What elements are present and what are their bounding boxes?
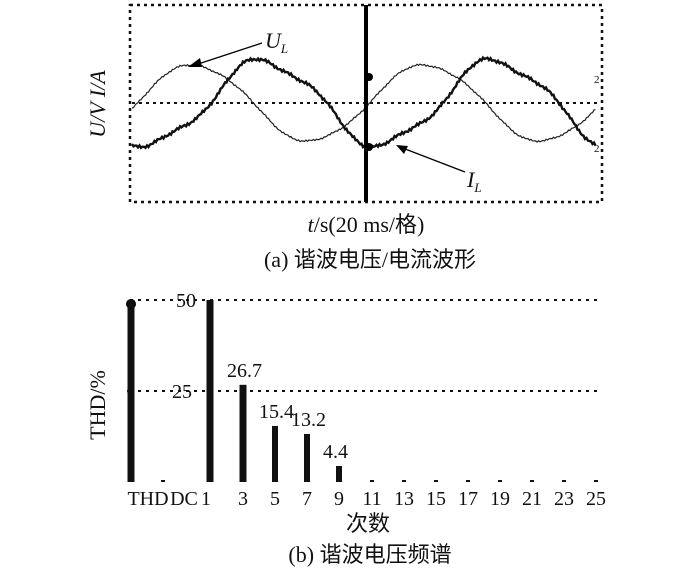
panel-b-xlabel: 次数 [346, 511, 390, 536]
xtick-dc: DC [170, 488, 198, 510]
xtick-7: 7 [302, 488, 312, 510]
ytick-25: 25 [172, 381, 192, 403]
data-label-3: 26.7 [227, 360, 262, 382]
bar-3 [239, 384, 247, 482]
bar-thd [127, 300, 135, 482]
panel-b: 50 25 THD DC 1 3 5 7 9 11 13 15 17 19 21 23 25 26.715.… [85, 290, 606, 567]
bar-11 [370, 480, 374, 482]
il-waveform [130, 55, 597, 151]
xtick-19: 19 [490, 488, 510, 510]
xtick-9: 9 [334, 488, 344, 510]
panel-a-ylabel: U/V I/A [85, 70, 110, 138]
bar-15 [434, 480, 438, 482]
bar-series [127, 300, 598, 482]
ul-waveform [131, 63, 596, 143]
channel-marker-upper: 2 [594, 74, 600, 86]
panel-a-caption: (a) 谐波电压/电流波形 [264, 247, 476, 272]
ul-annotation-arrowhead [188, 58, 202, 67]
xtick-21: 21 [522, 488, 542, 510]
bar-23 [562, 480, 566, 482]
data-label-5: 15.4 [259, 401, 294, 423]
il-label: IL [466, 167, 482, 195]
il-annotation-arrow [399, 146, 466, 173]
panel-b-caption: (b) 谐波电压频谱 [288, 542, 451, 567]
cursor-marker-upper [365, 73, 373, 81]
xtick-1: 1 [201, 488, 211, 510]
xtick-11: 11 [362, 488, 381, 510]
panel-b-ylabel: THD/% [85, 370, 110, 440]
data-labels: 26.7 15.413.2 4.4 [227, 360, 348, 463]
panel-a-xlabel: t/s(20 ms/格) [308, 212, 425, 237]
bar-19 [498, 480, 502, 482]
channel-marker-lower: 2 [594, 143, 600, 155]
bar-21 [530, 480, 534, 482]
data-label-9: 4.4 [323, 441, 348, 463]
panel-a: 2 2 UL IL U/V I/A t/s(20 ms/格) (a) 谐波电压/… [85, 3, 604, 272]
bar-dc [161, 480, 165, 482]
xtick-25: 25 [586, 488, 606, 510]
xtick-23: 23 [554, 488, 574, 510]
cursor-marker-lower [365, 143, 373, 151]
bar-5 [272, 425, 278, 482]
xtick-3: 3 [238, 488, 248, 510]
xtick-thd: THD [127, 488, 168, 510]
bar-17 [466, 480, 470, 482]
ul-label: UL [265, 28, 288, 56]
bar-25 [594, 480, 598, 482]
il-annotation-arrowhead [396, 145, 408, 154]
x-tick-labels: THD DC 1 3 5 7 9 11 13 15 17 19 21 23 25 [127, 488, 606, 510]
xtick-15: 15 [426, 488, 446, 510]
bar-1 [206, 300, 214, 482]
bar-13 [402, 480, 406, 482]
data-label-7: 13.2 [291, 409, 326, 431]
xtick-17: 17 [458, 488, 478, 510]
xtick-5: 5 [270, 488, 280, 510]
xtick-13: 13 [394, 488, 414, 510]
bar-7 [304, 433, 310, 482]
ytick-50: 50 [176, 290, 196, 312]
bar-9 [336, 465, 342, 482]
ul-annotation-arrow [191, 42, 263, 67]
